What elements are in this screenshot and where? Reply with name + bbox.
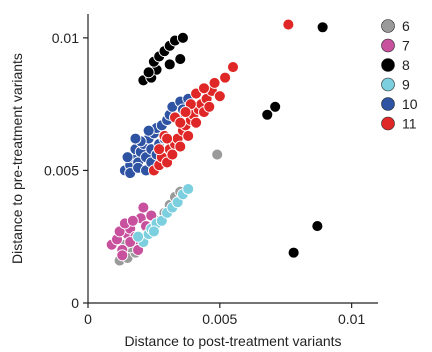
legend: 6 7 8 9 10 11: [381, 18, 418, 132]
data-point: [219, 71, 232, 84]
data-point: [176, 31, 189, 44]
legend-marker: [381, 58, 395, 72]
data-point: [316, 21, 329, 34]
data-point: [213, 90, 226, 103]
data-point: [182, 183, 195, 195]
data-point: [129, 132, 142, 145]
legend-item-11: 11: [381, 116, 417, 132]
data-point: [190, 116, 203, 129]
legend-marker: [381, 38, 395, 53]
series-11: [147, 18, 295, 177]
data-point: [311, 220, 324, 233]
legend-marker: [381, 116, 395, 131]
y-tick-label: 0.005: [44, 162, 79, 178]
data-point: [227, 61, 239, 73]
series-8: [137, 18, 329, 259]
axes: 0 0.005 0.01 0 0.005 0.01: [44, 14, 378, 327]
legend-marker: [381, 77, 395, 92]
data-point: [182, 130, 195, 142]
data-point: [147, 225, 160, 238]
legend-label: 7: [402, 38, 410, 54]
series-9: [132, 183, 195, 248]
data-point: [153, 143, 166, 156]
data-point: [211, 148, 224, 161]
data-point: [126, 214, 139, 227]
legend-item-8: 8: [381, 57, 410, 73]
y-tick-label: 0: [71, 295, 79, 311]
data-point: [161, 132, 174, 145]
data-point: [174, 53, 187, 66]
data-point: [287, 246, 300, 259]
data-point: [282, 18, 295, 31]
data-point: [203, 100, 216, 113]
y-axis-title: Distance to pre-treatment variants: [9, 53, 25, 264]
data-point: [163, 58, 176, 71]
data-point: [179, 106, 192, 119]
x-tick-label: 0.01: [338, 311, 365, 327]
data-point: [208, 76, 221, 89]
legend-label: 10: [402, 96, 418, 112]
x-tick-label: 0: [84, 311, 92, 327]
data-point: [137, 201, 150, 214]
data-point: [261, 108, 274, 121]
legend-label: 6: [402, 18, 410, 34]
data-point: [174, 116, 187, 129]
legend-item-6: 6: [381, 18, 410, 34]
data-point: [142, 66, 155, 79]
legend-item-7: 7: [381, 38, 410, 54]
data-point: [132, 230, 145, 243]
legend-item-9: 9: [381, 77, 410, 93]
data-point: [269, 100, 282, 113]
legend-item-10: 10: [381, 96, 418, 112]
legend-label: 8: [402, 57, 410, 73]
data-points: [105, 18, 329, 267]
data-point: [174, 140, 187, 153]
legend-label: 9: [402, 77, 410, 93]
legend-marker: [381, 97, 395, 111]
data-point: [121, 151, 134, 164]
legend-label: 11: [402, 116, 417, 132]
data-point: [116, 249, 129, 262]
data-point: [198, 82, 210, 95]
legend-marker: [381, 19, 395, 33]
data-point: [142, 124, 155, 137]
x-tick-label: 0.005: [202, 311, 237, 327]
y-tick-label: 0.01: [52, 30, 79, 46]
x-axis-title: Distance to post-treatment variants: [124, 333, 341, 349]
